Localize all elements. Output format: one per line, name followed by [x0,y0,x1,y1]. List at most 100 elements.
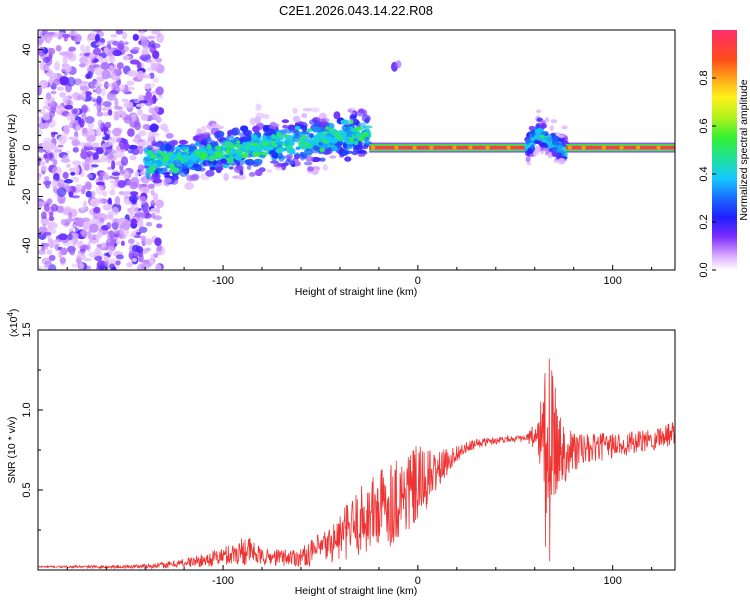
spectrogram-cell [567,145,572,150]
snr-panel: -100 0 100 0.5 1.0 1.5 Height of straight lin… [6,309,676,597]
spectrogram-cell [201,125,207,133]
spectrogram-cell [144,161,153,167]
spectrogram-cell [126,86,136,91]
spectrogram-cell [246,165,252,170]
spectrogram-cell [558,134,565,139]
spectrogram-cell [95,127,102,137]
spectrogram-cell [189,174,199,182]
spectrogram-cell [95,42,105,46]
spectrogram-cell [55,44,62,52]
spectrogram-cell [121,191,131,196]
spectrogram-cell [226,159,235,164]
spectrogram-cell [71,195,80,199]
spectrogram-cell [304,145,314,149]
spectrogram-cell [122,31,128,40]
spectrogram-ridge-core [369,145,529,150]
spectrogram-cell [44,97,49,107]
spectrogram-cell [546,137,553,143]
spectrogram-cell [354,126,363,131]
spectrogram-cell [224,154,230,158]
spectrogram-cell [116,110,127,116]
spectrogram-cell [168,153,178,160]
spectrogram-cell [67,52,77,62]
x-tick-label: 100 [603,275,621,287]
spectrogram-cell [241,152,249,159]
spectrogram-cell [59,256,67,264]
spectrogram-cell [308,138,313,145]
x-tick-label: -100 [212,275,234,287]
spectrogram-cell [530,144,535,151]
spectrogram-cell [549,125,554,131]
spectrogram-cell [526,162,532,166]
spectrogram-cell [234,155,243,161]
spectrogram-cell [136,70,145,81]
spectrogram-cell [49,152,55,162]
spectrogram-cell [179,170,189,177]
spectrogram-cell [156,223,163,229]
spectrogram-cell [111,160,116,170]
spectrogram-cell [102,203,113,211]
spectrogram-cell [234,143,243,149]
spectrogram-cell [46,31,56,36]
spectrogram-cell [149,114,158,121]
spectrogram-cell [147,144,153,150]
spectrogram-cell [54,244,60,252]
spectrogram-cell [151,140,157,146]
spectrogram-cell [138,186,148,192]
spectrogram-cell [133,235,142,239]
spectrogram-cell [178,139,188,145]
spectrogram-cell [102,100,112,108]
spectrogram-cell [349,114,357,120]
spectrogram-cell [269,121,277,130]
spectrogram-cell [202,131,211,137]
spectrogram-cell [111,73,117,81]
spectrogram-cell [310,107,320,113]
spectrogram-cell [153,77,159,84]
spectrogram-cell [82,221,89,231]
spectrogram-cell [155,206,161,215]
spectrogram-cell [86,37,93,42]
spectrogram-cell [115,30,124,35]
y-tick-label: 0 [21,144,33,150]
spectrogram-cell [81,127,89,134]
spectrogram-cell [104,81,109,90]
spectrogram-cell [160,123,168,131]
spectrogram-cell [150,189,155,196]
spectrogram-cell [151,43,161,49]
spectrogram-cell [274,136,280,143]
spectrogram-cell [211,123,220,128]
figure-title: C2E1.2026.043.14.22.R08 [279,3,433,18]
spectrogram-cell [90,33,97,40]
spectrogram-cell [266,135,272,140]
y-tick-label: 20 [21,92,33,104]
spectrogram-cell [152,50,160,60]
spectrogram-cell [102,198,107,204]
spectrogram-cell [90,30,98,35]
spectrogram-cell [154,199,165,209]
spectrogram-cell [364,116,370,124]
spectrogram-cell [138,226,148,234]
spectrogram-cell [49,211,54,219]
spectrogram-cell [656,145,661,150]
spectrogram-cell [542,148,549,152]
spectrogram-cell [140,113,149,121]
spectrogram-cell [39,161,46,166]
spectrogram-cell [77,94,83,101]
spectrogram-cell [86,173,94,179]
spectrogram-cell [164,143,172,152]
spectrogram-cell [102,112,110,117]
spectrogram-cell [249,142,258,146]
spectrogram-cell [84,141,93,148]
spectrogram-cell [525,138,533,143]
spectrogram-cell [112,127,122,137]
spectrogram-cell [198,133,203,138]
spectrogram-xlabel: Height of straight line (km) [295,286,418,298]
spectrogram-cell [601,145,606,150]
spectrogram-cell [46,198,53,205]
spectrogram-cell [155,30,161,38]
spectrogram-cell [97,119,104,129]
spectrogram-cell [553,153,560,157]
spectrogram-cell [330,137,338,144]
spectrogram-cell [329,155,337,159]
spectrogram-cell [192,135,199,141]
